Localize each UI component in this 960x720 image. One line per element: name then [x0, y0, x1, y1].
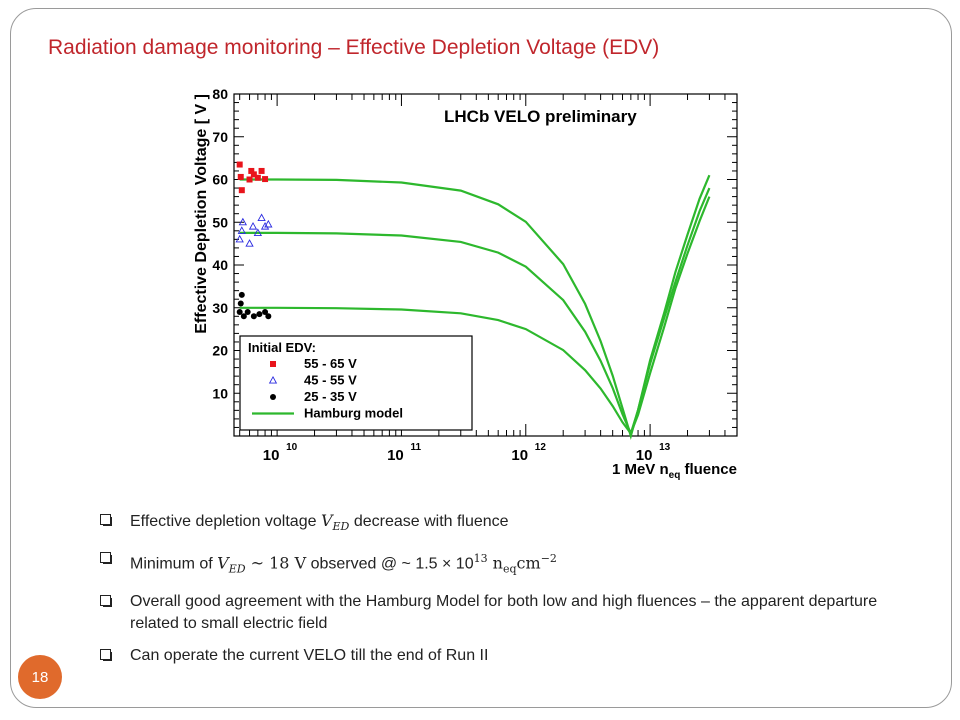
y-tick-label: 10 — [212, 385, 228, 401]
x-tick-exponent: 13 — [659, 442, 671, 453]
math-exponent: 13 — [473, 552, 488, 566]
bullet-minimum-vedv: Minimum of VED ~ 18 V observed @ ~ 1.5 ×… — [96, 548, 896, 581]
page-number-badge: 18 — [18, 655, 62, 699]
data-point — [237, 300, 244, 307]
legend-title: Initial EDV: — [248, 340, 316, 355]
hamburg-curve — [239, 174, 711, 440]
data-point — [236, 309, 243, 316]
legend: Initial EDV:55 - 65 V 45 - 55 V25 - 35 V H… — [239, 335, 473, 431]
data-point — [246, 176, 253, 183]
data-point — [250, 313, 257, 320]
checkbox-bullet-icon — [100, 514, 112, 526]
bullet-text: Minimum of — [130, 555, 218, 573]
bullet-text: Can operate the current VELO till the en… — [130, 646, 489, 664]
legend-label: 55 - 65 V — [304, 356, 357, 371]
y-tick-label: 30 — [212, 300, 228, 316]
x-tick-label: 10 — [636, 447, 653, 464]
data-point — [238, 291, 245, 298]
data-point — [237, 173, 244, 180]
data-point — [258, 167, 265, 174]
math-unit: n — [487, 553, 503, 573]
y-tick-label: 80 — [212, 86, 228, 102]
data-point — [248, 221, 258, 230]
data-point — [245, 239, 254, 247]
slide-title: Radiation damage monitoring – Effective … — [48, 36, 660, 59]
data-point — [257, 213, 266, 222]
bullet-text: Effective depletion voltage — [130, 513, 321, 530]
data-point — [248, 167, 255, 174]
legend-label: Hamburg model — [304, 406, 403, 421]
y-tick-label: 50 — [212, 214, 228, 230]
x-axis-label: 1 MeV neq fluence — [612, 461, 737, 480]
legend-label: 45 - 55 V — [304, 373, 357, 388]
legend-label: 25 - 35 V — [304, 389, 357, 404]
data-point — [260, 221, 270, 230]
series-25-to-35V — [236, 291, 272, 320]
data-point — [262, 309, 269, 316]
bullet-text: Overall good agreement with the Hamburg … — [130, 592, 878, 632]
hamburg-curve — [239, 187, 711, 437]
data-point — [250, 171, 257, 178]
x-tick-label: 10 — [263, 447, 280, 464]
checkbox-bullet-icon — [100, 594, 112, 607]
x-tick-exponent: 11 — [410, 442, 421, 453]
bullet-hamburg-agreement: Overall good agreement with the Hamburg … — [96, 591, 896, 635]
data-point — [244, 309, 251, 316]
data-point — [264, 219, 273, 228]
math-approx: ~ 18 V — [245, 553, 307, 573]
data-point — [265, 313, 272, 320]
math-unit-exponent: −2 — [540, 552, 557, 566]
hamburg-curve — [239, 196, 711, 436]
data-point — [254, 174, 261, 181]
x-tick-label: 10 — [511, 447, 528, 464]
data-point — [253, 228, 263, 236]
x-tick-exponent: 10 — [286, 442, 298, 453]
checkbox-bullet-icon — [100, 552, 112, 565]
bullet-list: Effective depletion voltage VED decrease… — [96, 510, 896, 677]
y-tick-label: 70 — [212, 129, 228, 145]
series-45-to-55V — [235, 213, 273, 247]
legend-swatch — [268, 375, 278, 384]
x-tick-exponent: 12 — [535, 442, 547, 453]
series-55-to-65V — [236, 161, 269, 194]
math-unit-subscript: eq — [502, 562, 517, 576]
bullet-run-ii: Can operate the current VELO till the en… — [96, 645, 896, 667]
bullet-text: observed @ ~ 1.5 × 10 — [306, 555, 474, 573]
y-axis-label: Effective Depletion Voltage [ V ] — [193, 94, 210, 334]
checkbox-bullet-icon — [100, 648, 112, 661]
math-unit: cm — [516, 553, 541, 573]
chart-title: LHCb VELO preliminary — [444, 107, 637, 126]
math-variable: V — [217, 553, 229, 573]
data-point — [238, 217, 247, 226]
math-subscript: ED — [228, 562, 246, 576]
data-point — [256, 311, 263, 318]
data-point — [262, 176, 269, 183]
y-tick-label: 60 — [212, 172, 228, 188]
math-variable: V — [320, 511, 333, 530]
legend-swatch — [270, 361, 276, 367]
math-subscript: ED — [332, 520, 350, 534]
legend-swatch — [270, 394, 276, 400]
y-tick-label: 40 — [212, 257, 228, 273]
x-tick-label: 10 — [387, 447, 404, 464]
data-point — [237, 226, 246, 234]
edv-chart: 10 20 30 40 50 60 70 80 10 10 10 11 10 12 10 13 1 MeV ne… — [193, 86, 738, 480]
data-point — [238, 187, 245, 194]
x-axis: 10 10 10 11 10 12 10 13 — [239, 94, 738, 464]
data-point — [235, 234, 244, 243]
bullet-edv-decrease: Effective depletion voltage VED decrease… — [96, 510, 896, 538]
data-point — [240, 313, 247, 320]
series-hamburg-model — [239, 174, 711, 440]
y-axis: 10 20 30 40 50 60 70 80 — [212, 86, 737, 437]
y-tick-label: 20 — [212, 343, 228, 359]
data-point — [236, 161, 243, 168]
bullet-text: decrease with fluence — [349, 513, 509, 530]
